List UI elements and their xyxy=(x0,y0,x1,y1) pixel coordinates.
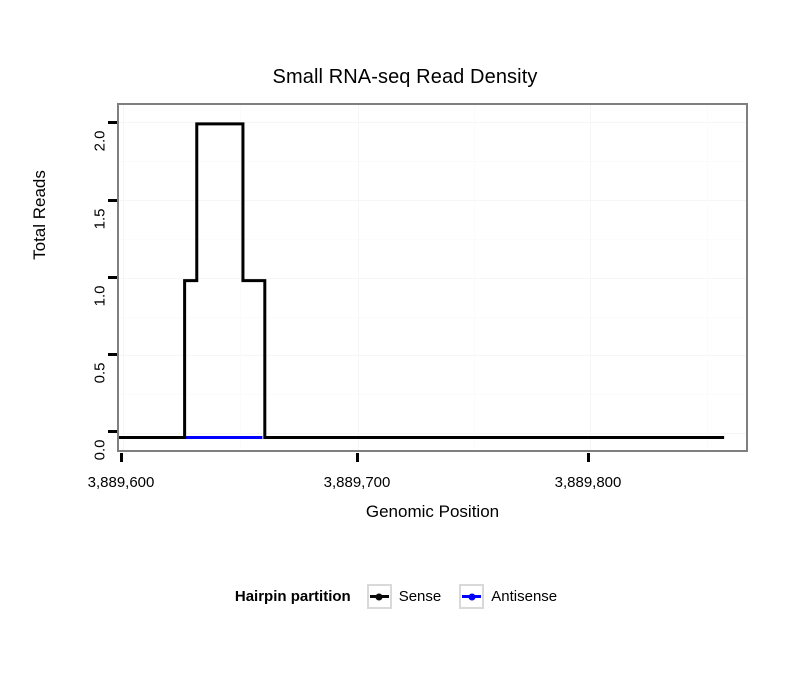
series-layer xyxy=(119,122,725,439)
y-tick-label-2: 1.0 xyxy=(91,285,109,307)
plot-area xyxy=(119,105,746,450)
gridline-x-3889650 xyxy=(240,105,241,450)
gridline-y-0.0 xyxy=(119,433,746,434)
y-tick-mark-2 xyxy=(108,276,117,279)
x-tick-mark-2 xyxy=(587,453,590,462)
x-axis-title: Genomic Position xyxy=(365,502,500,521)
y-tick-label-3: 1.5 xyxy=(91,208,109,230)
x-tick-label-1: 3,889,700 xyxy=(323,474,391,491)
gridline-y-0.5 xyxy=(119,355,746,356)
x-tick-label-0: 3,889,600 xyxy=(87,474,155,491)
y-tick-mark-3 xyxy=(108,199,117,202)
y-tick-mark-0 xyxy=(108,430,117,433)
gridline-y-0.75 xyxy=(119,317,746,318)
x-tick-label-2: 3,889,800 xyxy=(554,474,622,491)
legend-key-dot-antisense xyxy=(468,593,476,600)
gridline-x-3889850 xyxy=(707,105,708,450)
legend-title: Hairpin partition xyxy=(234,588,351,605)
legend-key-antisense xyxy=(459,584,485,609)
gridline-y-1.25 xyxy=(119,239,746,240)
legend-item-sense[interactable]: Sense xyxy=(366,584,460,609)
legend-key-dot-sense xyxy=(375,593,383,600)
chart-title: Small RNA-seq Read Density xyxy=(272,66,538,88)
x-tick-mark-1 xyxy=(356,453,359,462)
gridline-x-3889600 xyxy=(123,105,124,450)
gridline-y-1.5 xyxy=(119,200,746,201)
y-tick-label-4: 2.0 xyxy=(91,130,109,152)
gridline-x-3889700 xyxy=(358,105,359,450)
gridline-y-2.0 xyxy=(119,122,746,123)
gridline-y-1.0 xyxy=(119,278,746,279)
gridline-y-1.75 xyxy=(119,161,746,162)
y-axis-title: Total Reads xyxy=(30,170,49,260)
series-sense-line xyxy=(119,122,725,439)
gridline-x-3889800 xyxy=(590,105,591,450)
legend-label-antisense: Antisense xyxy=(491,588,558,605)
y-tick-mark-4 xyxy=(108,121,117,124)
y-tick-label-1: 0.5 xyxy=(91,362,109,384)
gridline-y-0.25 xyxy=(119,394,746,395)
legend-item-antisense[interactable]: Antisense xyxy=(459,584,575,609)
y-tick-mark-1 xyxy=(108,353,117,356)
gridline-x-3889750 xyxy=(474,105,475,450)
plot-panel xyxy=(117,103,748,452)
legend-key-sense xyxy=(366,584,392,609)
x-tick-mark-0 xyxy=(120,453,123,462)
legend-label-sense: Sense xyxy=(398,588,442,605)
legend: Hairpin partition Sense Antisense xyxy=(0,584,810,609)
